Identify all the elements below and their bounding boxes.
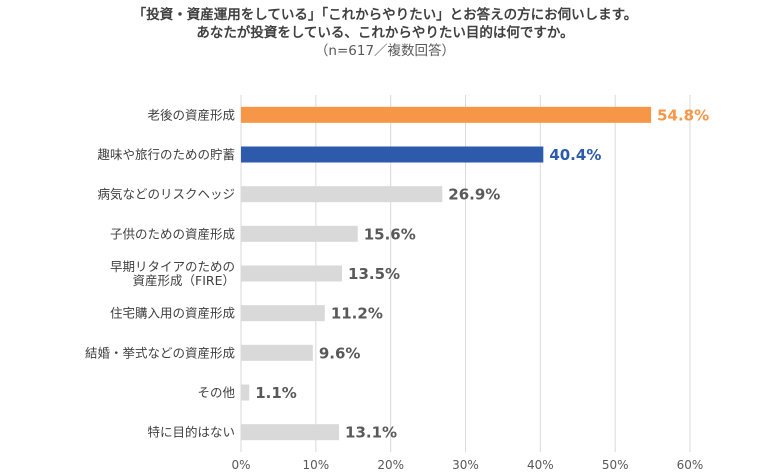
bar <box>241 424 340 441</box>
category-label: 住宅購入用の資産形成 <box>110 306 235 321</box>
x-tick-label: 20% <box>377 458 404 472</box>
x-tick-label: 60% <box>677 458 704 472</box>
x-tick-label: 40% <box>527 458 554 472</box>
bar <box>241 344 313 361</box>
chart-sample-size: （n=617／複数回答） <box>314 43 456 59</box>
chart-title-block: 「投資・資産運用をしている」「これからやりたい」とお答えの方にお伺いします。 あ… <box>0 6 770 60</box>
x-tick-label: 50% <box>602 458 629 472</box>
bar <box>241 186 443 203</box>
chart-title-line-2: あなたが投資をしている、これからやりたい目的は何ですか。 <box>196 25 574 41</box>
x-tick-label: 30% <box>452 458 479 472</box>
data-label: 11.2% <box>331 305 383 323</box>
data-label: 15.6% <box>364 225 416 243</box>
bar <box>241 106 652 123</box>
data-label: 13.5% <box>348 265 400 283</box>
data-label: 26.9% <box>448 186 500 204</box>
data-label: 54.8% <box>657 106 709 124</box>
bar <box>241 146 544 163</box>
category-label: 老後の資産形成 <box>147 107 235 122</box>
x-tick-label: 0% <box>231 458 250 472</box>
category-label: 結婚・挙式などの資産形成 <box>85 345 235 360</box>
bar <box>241 305 325 322</box>
data-label: 1.1% <box>255 384 297 402</box>
bar <box>241 265 343 282</box>
x-tick-label: 10% <box>302 458 329 472</box>
category-label: 趣味や旅行のための貯蓄 <box>97 147 235 162</box>
bar <box>241 225 358 242</box>
data-label: 9.6% <box>319 344 361 362</box>
bar <box>241 384 250 401</box>
category-label: 病気などのリスクヘッジ <box>97 187 235 202</box>
chart-title-line-1: 「投資・資産運用をしている」「これからやりたい」とお答えの方にお伺いします。 <box>132 7 638 23</box>
category-label: 特に目的はない <box>147 425 235 440</box>
category-label: その他 <box>197 385 235 400</box>
data-label: 13.1% <box>345 424 397 442</box>
category-label: 子供のための資産形成 <box>110 226 235 241</box>
category-label: 早期リタイアのための資産形成（FIRE） <box>110 259 235 288</box>
data-label: 40.4% <box>549 146 601 164</box>
